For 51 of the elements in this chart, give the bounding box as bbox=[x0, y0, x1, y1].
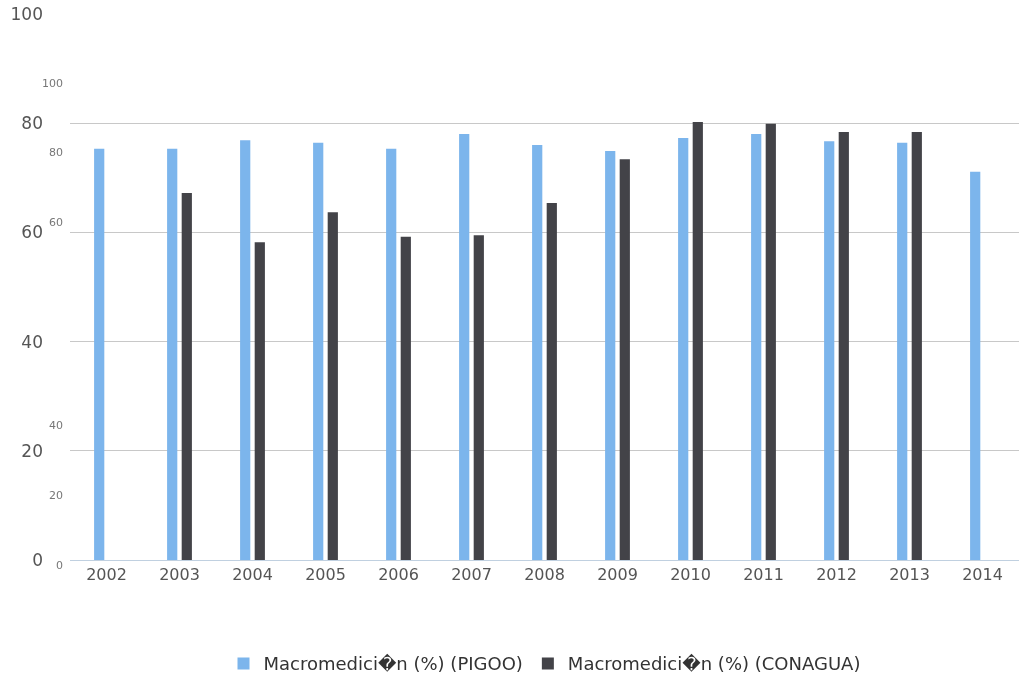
bar bbox=[678, 137, 689, 560]
bar bbox=[838, 131, 849, 560]
x-tick-label: 2010 bbox=[670, 565, 711, 585]
bar bbox=[532, 145, 543, 560]
x-tick-label: 2007 bbox=[451, 565, 492, 585]
x-tick-label: 2002 bbox=[86, 565, 127, 585]
x-tick-label: 2011 bbox=[743, 565, 784, 585]
bar bbox=[254, 242, 265, 560]
bar bbox=[327, 212, 338, 560]
y-tick-label: 0 bbox=[32, 549, 43, 570]
bar bbox=[386, 148, 397, 560]
bar bbox=[692, 122, 703, 560]
y-tick-label: 60 bbox=[21, 222, 43, 243]
bar bbox=[181, 193, 192, 560]
bar bbox=[897, 142, 908, 560]
text: 0 bbox=[56, 559, 63, 572]
bar bbox=[167, 148, 178, 560]
bar bbox=[751, 134, 762, 560]
x-tick-label: 2013 bbox=[889, 565, 930, 585]
x-tick-label: 2004 bbox=[232, 565, 273, 585]
x-tick-label: 2009 bbox=[597, 565, 638, 585]
bar bbox=[240, 140, 251, 560]
text: 60 bbox=[49, 216, 63, 229]
legend-label: Macromedici�n (%) (CONAGUA) bbox=[567, 653, 861, 675]
bar bbox=[94, 148, 105, 560]
bar bbox=[400, 236, 411, 560]
y-tick-label: 20 bbox=[21, 440, 43, 461]
bar bbox=[619, 159, 630, 560]
text: 20 bbox=[49, 489, 63, 502]
x-tick-label: 2005 bbox=[305, 565, 346, 585]
bar bbox=[459, 134, 470, 560]
bar bbox=[546, 202, 557, 560]
x-tick-label: 2003 bbox=[159, 565, 200, 585]
y-tick-label: 80 bbox=[21, 113, 43, 134]
bar bbox=[473, 235, 484, 560]
bar bbox=[313, 142, 324, 560]
text: 100 bbox=[42, 77, 63, 90]
x-tick-label: 2014 bbox=[962, 565, 1003, 585]
bar bbox=[765, 123, 776, 560]
bar bbox=[605, 151, 616, 560]
legend-label: Macromedici�n (%) (PIGOO) bbox=[263, 653, 523, 675]
bar bbox=[911, 131, 922, 560]
bar bbox=[970, 171, 981, 560]
y-tick-label: 40 bbox=[21, 331, 43, 352]
y-tick-label: 100 bbox=[10, 3, 43, 24]
x-tick-label: 2006 bbox=[378, 565, 419, 585]
x-tick-label: 2012 bbox=[816, 565, 857, 585]
text: 40 bbox=[49, 419, 63, 432]
x-tick-label: 2008 bbox=[524, 565, 565, 585]
text: 80 bbox=[49, 146, 63, 159]
bar bbox=[824, 141, 835, 560]
